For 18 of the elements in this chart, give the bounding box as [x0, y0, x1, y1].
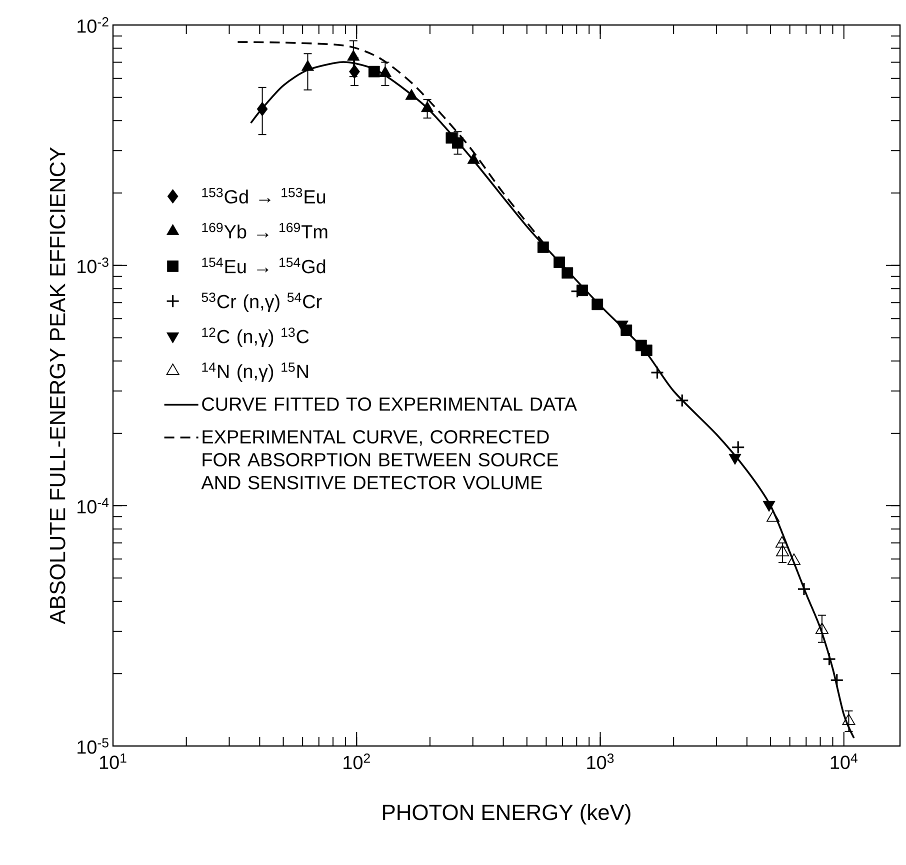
- y-tick-label: 10$^{-2}$: [78, 17, 108, 33]
- x-tick-label: 10$^{4}$: [830, 754, 858, 770]
- x-tick-label: 10$^{3}$: [587, 754, 614, 770]
- legend-label: $^{14}$N (n,γ) $^{15}$N: [202, 362, 308, 382]
- legend-label: $^{12}$C (n,γ) $^{13}$C: [202, 328, 309, 348]
- legend-label: CURVE FITTED TO EXPERIMENTAL DATA: [202, 397, 577, 411]
- y-axis-title: ABSOLUTE FULL-ENERGY PEAK EFFICIENCY: [50, 147, 66, 624]
- legend-label: $^{153}$Gd → $^{153}$Eu: [202, 188, 326, 204]
- legend-label: EXPERIMENTAL CURVE, CORRECTED FOR ABSORPTION BETWEEN SOURCE AND SENSITIVE DETECTOR VOLUME: [201, 430, 558, 490]
- x-axis-title: PHOTON ENERGY (keV): [383, 804, 630, 824]
- y-tick-label: 10$^{-4}$: [78, 498, 109, 514]
- legend-label: $^{169}$Yb → $^{169}$Tm: [202, 222, 328, 238]
- legend-label: $^{53}$Cr (n,γ) $^{54}$Cr: [202, 292, 322, 312]
- y-tick-label: 10$^{-5}$: [78, 738, 108, 754]
- y-tick-label: 10$^{-3}$: [78, 258, 108, 274]
- legend-label: $^{154}$Eu → $^{154}$Gd: [202, 258, 326, 274]
- x-tick-label: 10$^{1}$: [100, 754, 126, 770]
- x-tick-label: 10$^{2}$: [344, 754, 370, 770]
